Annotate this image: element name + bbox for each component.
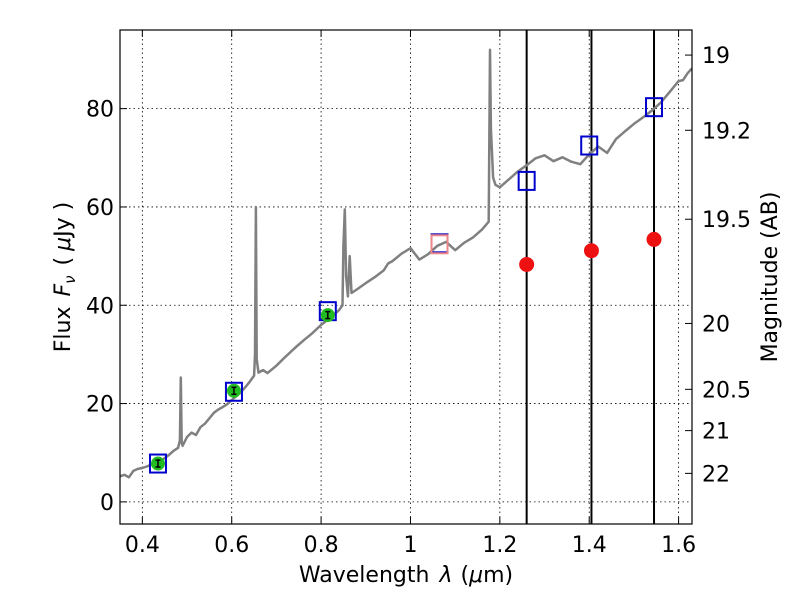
x-axis-symbol: λ (438, 563, 452, 588)
right-tick-label: 19.5 (702, 208, 751, 233)
y-tick-label: 0 (100, 491, 114, 516)
x-tick-label: 0.6 (214, 533, 249, 558)
model-photometry-marker (224, 381, 243, 402)
spectrum-line (120, 48, 692, 479)
plot-area (120, 30, 692, 524)
y-axis-unit-rest: Jy ) (51, 202, 76, 239)
right-tick-label: 21 (702, 420, 730, 445)
observed-nir-marker (583, 243, 599, 259)
plot-frame (119, 29, 693, 525)
pink-square-marker (430, 234, 449, 255)
y-axis-label: Flux Fν ( μJy ) (51, 202, 79, 352)
y-axis-unit-mu: μ (51, 237, 76, 252)
x-tick-label: 0.4 (125, 533, 160, 558)
model-photometry-marker (645, 97, 664, 118)
plot-series (120, 30, 692, 524)
right-tick-label: 19.2 (702, 119, 751, 144)
x-tick-label: 1 (403, 533, 417, 558)
x-tick-label: 1.6 (661, 533, 696, 558)
right-tick-label: 20.5 (702, 378, 751, 403)
y-axis-unit-open: ( (51, 257, 76, 266)
x-tick-label: 1.4 (572, 533, 607, 558)
model-photometry-marker (148, 453, 167, 474)
observed-nir-marker (646, 231, 662, 247)
y-tick-label: 20 (86, 393, 114, 418)
x-axis-unit-open: ( (460, 563, 469, 588)
y-axis-label-text: Flux (51, 307, 76, 353)
x-tick-label: 0.8 (304, 533, 339, 558)
right-tick-label: 19 (702, 44, 730, 69)
right-tick-label: 22 (702, 462, 730, 487)
y-tick-label: 40 (86, 294, 114, 319)
model-photometry-marker (517, 170, 536, 191)
model-photometry-marker (580, 135, 599, 156)
x-tick-label: 1.2 (482, 533, 517, 558)
y-axis-symbol-subscript: ν (61, 275, 79, 283)
x-axis-unit-rest: m) (483, 563, 513, 588)
right-axis-label: Magnitude (AB) (758, 192, 783, 363)
x-axis-label-text: Wavelength (299, 563, 430, 588)
x-axis-label: Wavelength λ (μm) (299, 563, 513, 588)
axis-ticks: 0.4 0.6 0.8 1 1.2 1.4 1.6 0 20 40 60 80 19 19.2 19.5 20… (86, 30, 751, 558)
observed-nir-marker (519, 256, 535, 272)
x-axis-unit-mu: μ (468, 563, 483, 588)
y-tick-label: 80 (86, 98, 114, 123)
y-tick-label: 60 (86, 196, 114, 221)
right-tick-label: 20 (702, 312, 730, 337)
y-axis-symbol: F (51, 284, 76, 297)
grid (120, 30, 692, 524)
